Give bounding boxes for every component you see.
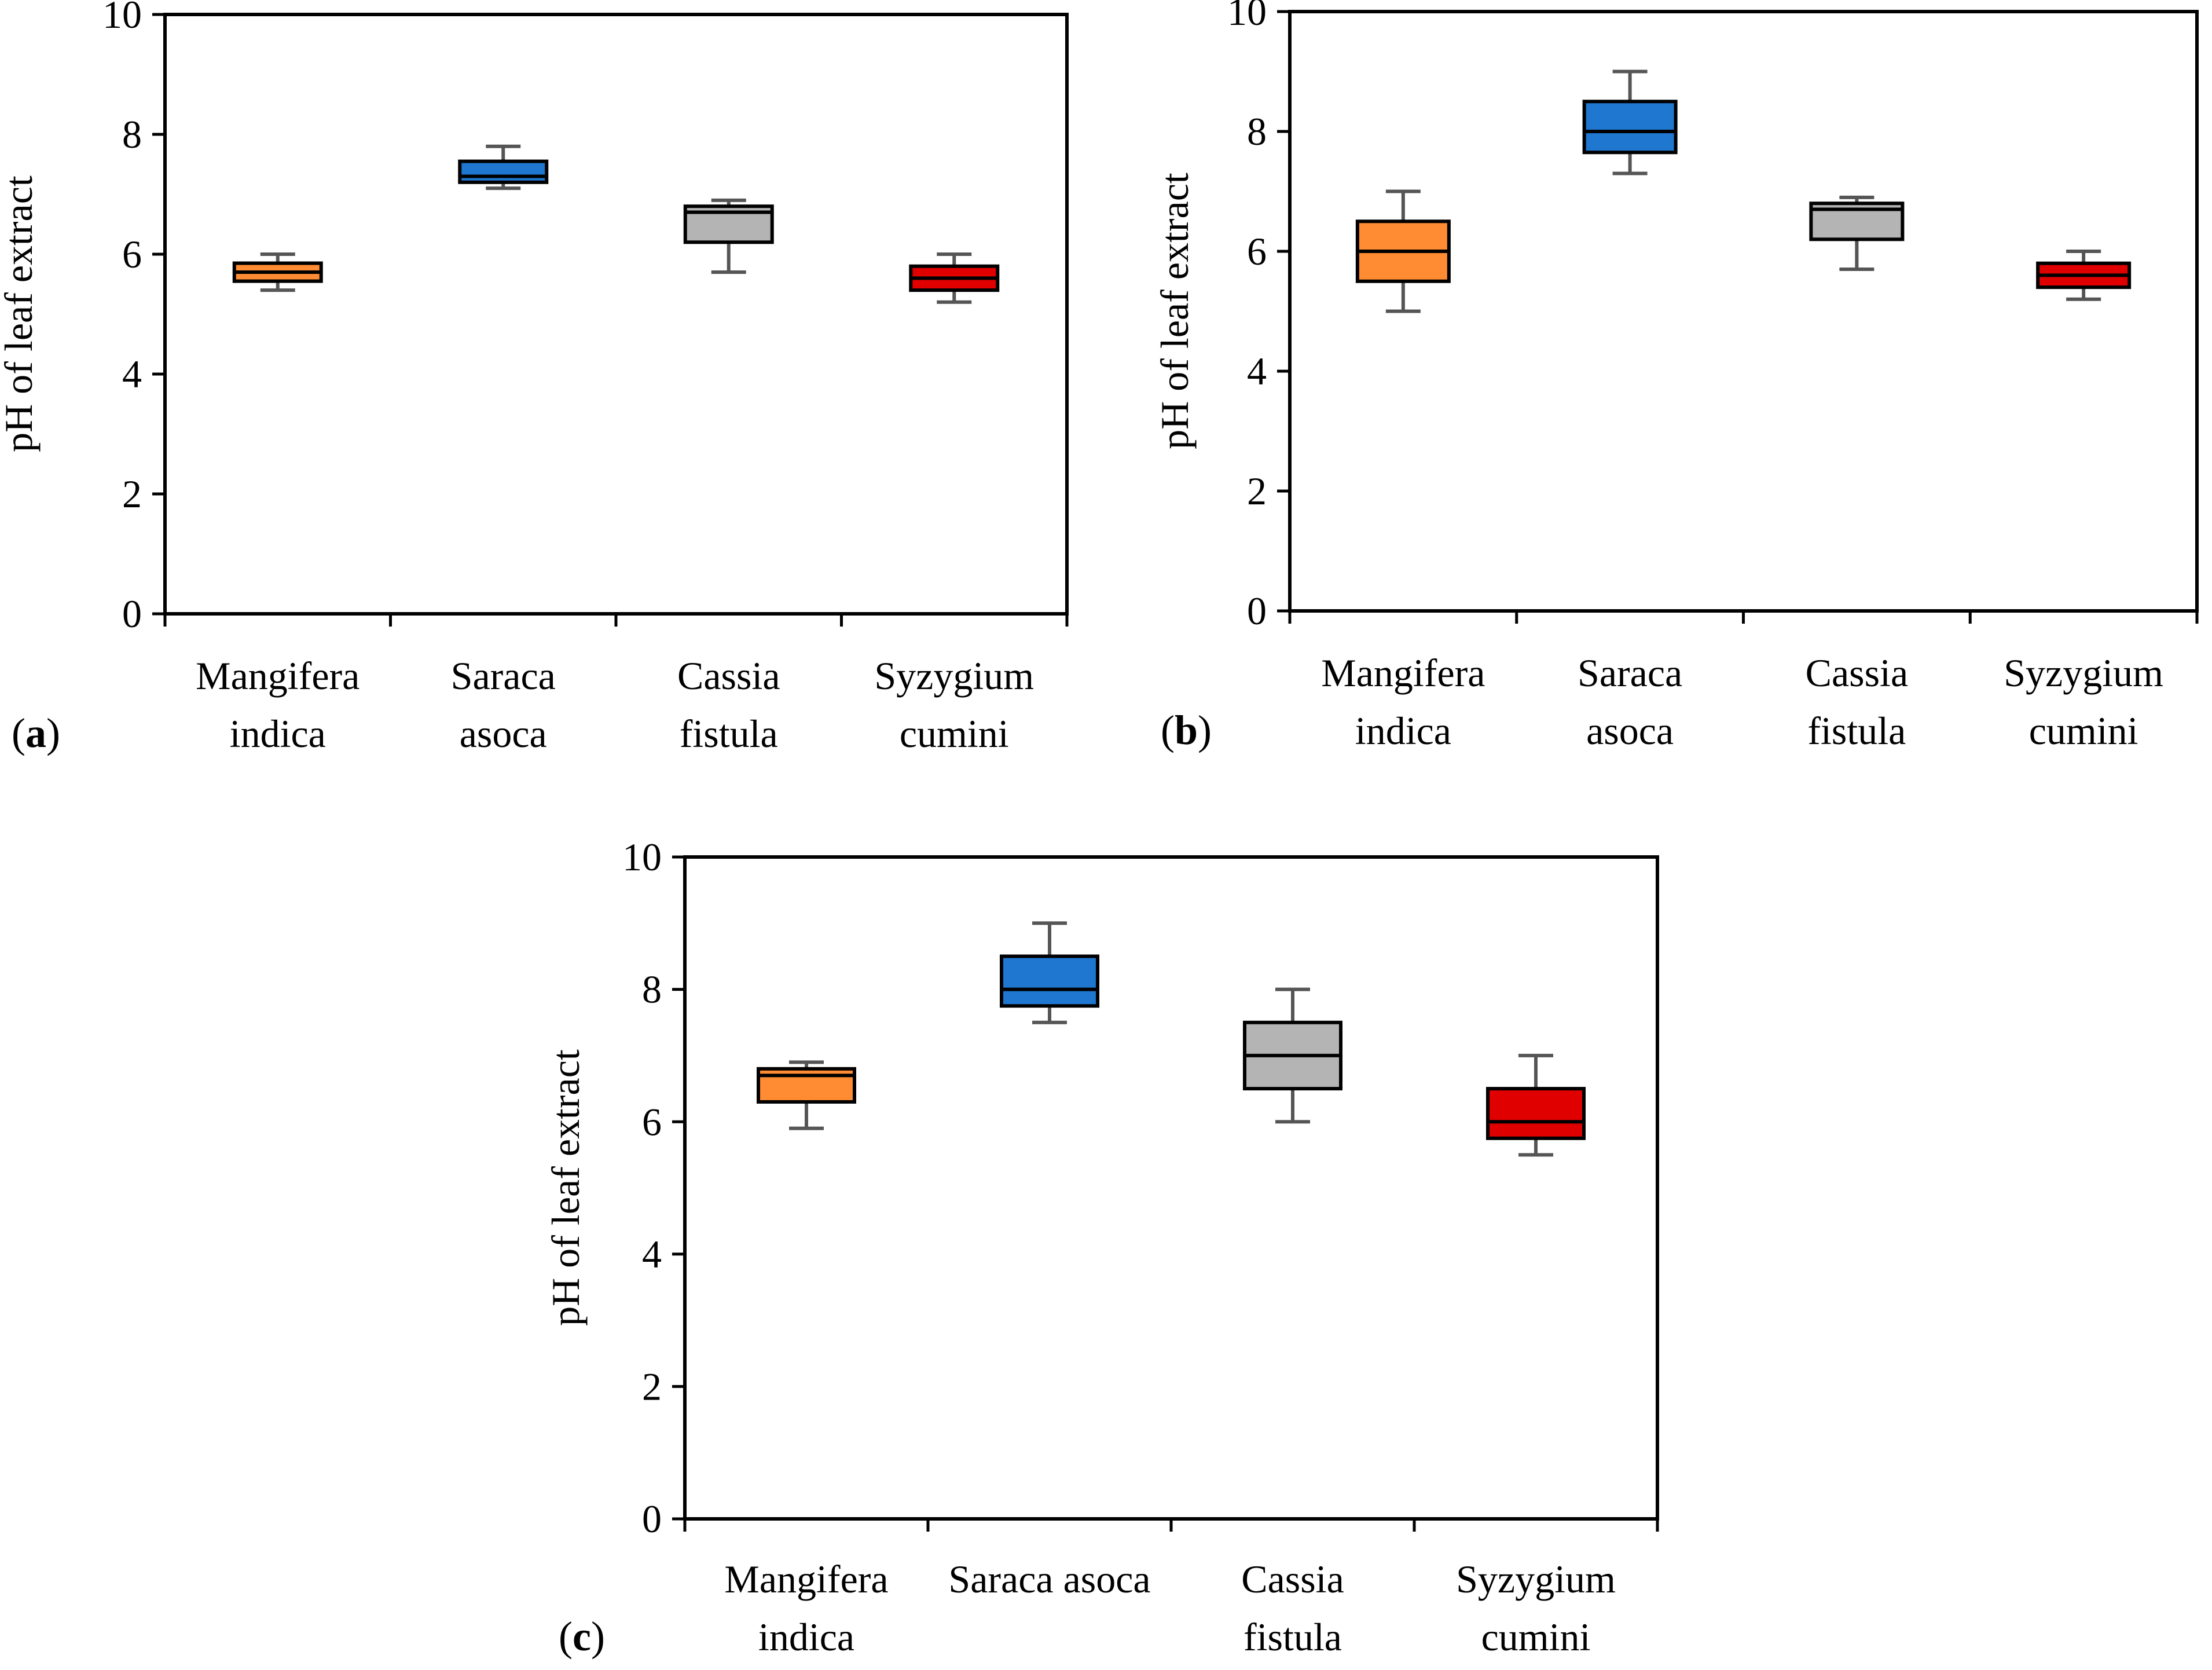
panel-label: (c): [559, 1613, 605, 1660]
box-body: [1582, 100, 1678, 155]
y-tick-label: 4: [1247, 349, 1267, 393]
category-label: Cassia: [1806, 651, 1909, 695]
category-label: Saraca asoca: [948, 1557, 1150, 1601]
category-label: Saraca: [1578, 651, 1682, 695]
category-label: cumini: [2029, 709, 2138, 753]
box-2: [458, 144, 549, 191]
y-axis-label: pH of leaf extract: [544, 1049, 588, 1326]
box-4: [2036, 250, 2132, 301]
box-body: [1000, 954, 1099, 1008]
category-label: Mangifera: [196, 654, 360, 698]
y-tick-label: 2: [642, 1365, 662, 1409]
box-3: [1809, 195, 1905, 272]
y-tick-label: 2: [1247, 469, 1267, 513]
box-body: [458, 159, 549, 184]
category-label: Syzygium: [2004, 651, 2163, 695]
panel-b: 0 2 4 6 8 10 pH of leaf extract Mangifera indica…: [1153, 0, 2199, 753]
box-1: [757, 1060, 856, 1130]
box-4: [909, 252, 1000, 304]
y-tick-label: 4: [642, 1232, 662, 1276]
box-body: [1486, 1087, 1586, 1140]
category-label: fistula: [680, 712, 778, 756]
category-label: Syzygium: [874, 654, 1034, 698]
y-tick-label: 0: [642, 1497, 662, 1541]
y-tick-label: 6: [122, 232, 142, 276]
category-label: asoca: [460, 712, 547, 756]
box-3: [683, 198, 774, 274]
box-3: [1243, 987, 1342, 1124]
panel-a: 0 2 4 6 8 10 pH of leaf extract Mangifera indica…: [0, 0, 1069, 756]
y-tick-label: 10: [102, 0, 142, 36]
y-tick-label: 0: [122, 592, 142, 636]
box-4: [1486, 1053, 1586, 1157]
category-label: indica: [758, 1615, 854, 1659]
panel-c: 0 2 4 6 8 10 pH of leaf extract Mangifera indica…: [544, 835, 1659, 1660]
y-tick-label: 6: [1247, 229, 1267, 273]
box-1: [232, 252, 323, 292]
category-label: indica: [230, 712, 326, 756]
category-label: cumini: [900, 712, 1009, 756]
y-tick-label: 4: [122, 352, 142, 396]
y-tick-label: 10: [1227, 0, 1267, 34]
box-2: [1582, 69, 1678, 175]
category-label: Saraca: [451, 654, 556, 698]
y-tick-label: 8: [642, 968, 662, 1012]
y-axis-label: pH of leaf extract: [0, 175, 41, 452]
y-tick-label: 10: [622, 835, 662, 879]
category-label: Syzygium: [1456, 1557, 1616, 1601]
category-label: Cassia: [677, 654, 780, 698]
plot-frame: [1288, 10, 2199, 613]
y-axis-label: pH of leaf extract: [1153, 173, 1197, 449]
box-1: [1355, 189, 1451, 313]
panel-label: (b): [1161, 707, 1212, 753]
plot-frame: [163, 13, 1069, 616]
category-label: fistula: [1243, 1615, 1342, 1659]
category-label: cumini: [1481, 1615, 1591, 1659]
box-2: [1000, 921, 1099, 1024]
category-label: indica: [1355, 709, 1451, 753]
category-label: asoca: [1586, 709, 1674, 753]
y-tick-label: 8: [122, 112, 142, 156]
panel-label: (a): [12, 710, 60, 756]
y-tick-label: 0: [1247, 589, 1267, 633]
category-label: Cassia: [1241, 1557, 1344, 1601]
y-tick-label: 8: [1247, 109, 1267, 153]
category-label: Mangifera: [724, 1557, 888, 1601]
y-tick-label: 2: [122, 472, 142, 516]
category-label: fistula: [1807, 709, 1906, 753]
y-tick-label: 6: [642, 1100, 662, 1144]
plot-frame: [683, 855, 1659, 1521]
category-label: Mangifera: [1321, 651, 1485, 695]
